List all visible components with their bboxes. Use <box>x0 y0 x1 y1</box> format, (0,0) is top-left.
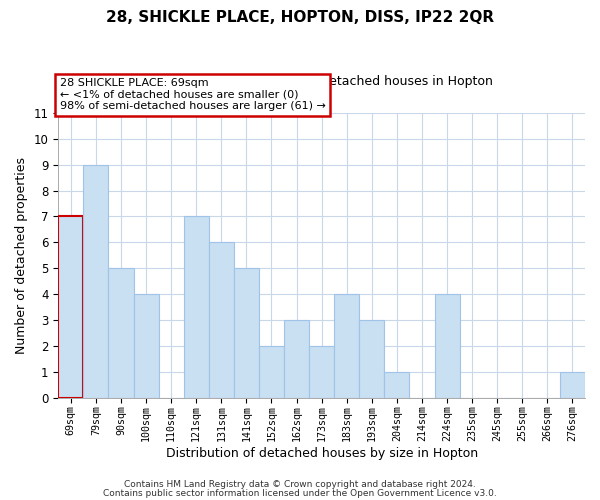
Y-axis label: Number of detached properties: Number of detached properties <box>15 157 28 354</box>
Bar <box>234 268 259 398</box>
Bar <box>58 216 83 398</box>
Text: 28 SHICKLE PLACE: 69sqm
← <1% of detached houses are smaller (0)
98% of semi-det: 28 SHICKLE PLACE: 69sqm ← <1% of detache… <box>59 78 325 112</box>
Bar <box>334 294 359 398</box>
Text: 28, SHICKLE PLACE, HOPTON, DISS, IP22 2QR: 28, SHICKLE PLACE, HOPTON, DISS, IP22 2Q… <box>106 10 494 25</box>
Bar <box>83 164 109 398</box>
Title: Size of property relative to detached houses in Hopton: Size of property relative to detached ho… <box>150 75 493 88</box>
Bar <box>134 294 158 398</box>
Bar <box>359 320 385 398</box>
Bar <box>560 372 585 398</box>
Bar <box>259 346 284 398</box>
Bar <box>309 346 334 398</box>
Text: Contains HM Land Registry data © Crown copyright and database right 2024.: Contains HM Land Registry data © Crown c… <box>124 480 476 489</box>
Bar <box>434 294 460 398</box>
Bar <box>209 242 234 398</box>
X-axis label: Distribution of detached houses by size in Hopton: Distribution of detached houses by size … <box>166 447 478 460</box>
Text: Contains public sector information licensed under the Open Government Licence v3: Contains public sector information licen… <box>103 488 497 498</box>
Bar <box>184 216 209 398</box>
Bar <box>284 320 309 398</box>
Bar <box>109 268 134 398</box>
Bar <box>385 372 409 398</box>
